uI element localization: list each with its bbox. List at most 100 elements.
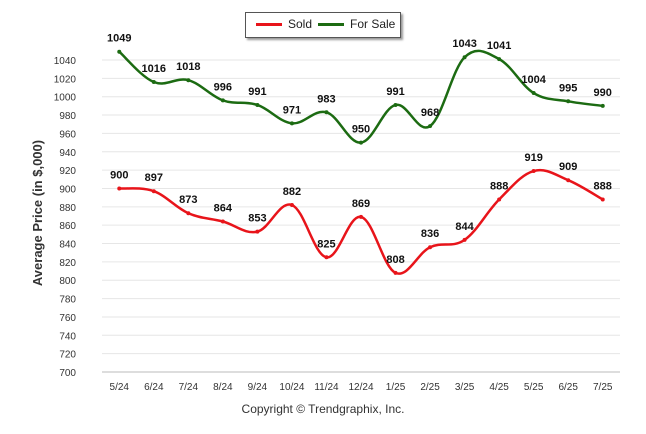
data-label-sold: 853 (248, 213, 266, 225)
data-point-sold[interactable] (255, 229, 260, 234)
y-tick-label: 920 (59, 166, 76, 177)
data-label-sold: 882 (283, 186, 301, 198)
data-label-sold: 864 (214, 203, 233, 215)
data-label-sold: 919 (524, 152, 542, 164)
data-label-for-sale: 991 (248, 86, 266, 98)
data-point-for-sale[interactable] (151, 80, 156, 85)
x-tick-label: 10/24 (279, 382, 304, 393)
data-point-sold[interactable] (393, 270, 398, 275)
data-point-sold[interactable] (566, 178, 571, 183)
y-tick-label: 860 (59, 221, 76, 232)
data-point-sold[interactable] (428, 245, 433, 250)
y-tick-label: 700 (59, 368, 76, 379)
x-tick-label: 3/25 (455, 382, 475, 393)
data-label-for-sale: 1043 (452, 38, 476, 50)
data-point-sold[interactable] (497, 197, 502, 202)
legend-swatch-for-sale (318, 22, 344, 26)
data-label-sold: 808 (386, 254, 404, 266)
y-tick-label: 960 (59, 129, 76, 140)
data-label-sold: 869 (352, 198, 370, 210)
data-label-sold: 900 (110, 169, 128, 181)
x-tick-label: 4/25 (489, 382, 509, 393)
data-point-for-sale[interactable] (600, 103, 605, 108)
data-label-sold: 836 (421, 228, 439, 240)
y-tick-label: 760 (59, 313, 76, 324)
data-label-for-sale: 1016 (142, 63, 166, 75)
legend-label-sold: Sold (288, 17, 313, 31)
data-point-for-sale[interactable] (428, 124, 433, 129)
x-tick-label: 5/24 (110, 382, 130, 393)
data-point-for-sale[interactable] (566, 99, 571, 104)
legend-item-for-sale[interactable]: For Sale (318, 17, 395, 31)
data-label-sold: 897 (145, 172, 163, 184)
data-point-for-sale[interactable] (186, 78, 191, 83)
y-tick-label: 940 (59, 148, 76, 159)
legend-label-for-sale: For Sale (350, 17, 396, 31)
data-point-sold[interactable] (220, 219, 225, 224)
data-label-for-sale: 950 (352, 124, 370, 136)
x-tick-label: 2/25 (420, 382, 440, 393)
data-label-for-sale: 990 (594, 87, 612, 99)
x-tick-label: 9/24 (248, 382, 268, 393)
data-point-sold[interactable] (186, 211, 191, 216)
data-label-for-sale: 1004 (521, 74, 546, 86)
x-tick-label: 5/25 (524, 382, 544, 393)
data-label-sold: 873 (179, 194, 197, 206)
y-tick-label: 1040 (54, 56, 77, 67)
x-tick-label: 1/25 (386, 382, 406, 393)
data-point-sold[interactable] (462, 237, 467, 242)
data-point-sold[interactable] (531, 169, 536, 174)
data-point-for-sale[interactable] (220, 98, 225, 103)
data-point-for-sale[interactable] (497, 57, 502, 62)
data-point-sold[interactable] (289, 202, 294, 207)
data-point-for-sale[interactable] (359, 140, 363, 145)
data-label-sold: 844 (455, 221, 474, 233)
y-tick-label: 740 (59, 331, 76, 342)
data-label-for-sale: 968 (421, 107, 439, 119)
y-tick-label: 800 (59, 276, 76, 287)
data-point-sold[interactable] (324, 255, 329, 260)
copyright-text: Copyright © Trendgraphix, Inc. (241, 402, 405, 416)
data-label-sold: 888 (594, 180, 612, 192)
data-label-for-sale: 1049 (107, 33, 131, 45)
y-tick-label: 780 (59, 295, 76, 306)
data-label-sold: 825 (317, 238, 335, 250)
grid-lines (102, 59, 620, 373)
y-tick-label: 840 (59, 240, 76, 251)
data-point-sold[interactable] (359, 214, 363, 219)
y-tick-label: 880 (59, 203, 76, 214)
y-axis-ticks: 700 720 740 760 780 800 820 840 860 880 900 920 940 9… (54, 56, 77, 379)
data-point-for-sale[interactable] (289, 121, 294, 126)
data-point-for-sale[interactable] (393, 102, 398, 107)
legend-swatch-sold (256, 22, 282, 26)
y-tick-label: 820 (59, 258, 76, 269)
data-point-for-sale[interactable] (324, 110, 329, 115)
series-line-sold (119, 168, 604, 275)
data-point-sold[interactable] (151, 189, 156, 194)
x-tick-label: 12/24 (348, 382, 373, 393)
data-label-sold: 888 (490, 180, 508, 192)
data-point-sold[interactable] (600, 197, 605, 202)
data-label-for-sale: 983 (317, 93, 335, 105)
data-label-for-sale: 1018 (176, 61, 200, 73)
data-label-for-sale: 995 (559, 82, 577, 94)
data-point-for-sale[interactable] (255, 102, 260, 107)
data-point-for-sale[interactable] (462, 55, 467, 60)
data-labels: 900 897 873 864 853 882 825 869 808 836 844 888 919 9… (107, 33, 612, 266)
x-tick-label: 11/24 (314, 382, 339, 393)
data-label-for-sale: 1041 (487, 40, 511, 52)
data-point-for-sale[interactable] (531, 91, 536, 96)
y-tick-label: 1020 (54, 74, 77, 85)
x-tick-label: 7/24 (179, 382, 199, 393)
x-tick-label: 8/24 (213, 382, 233, 393)
y-axis-label: Average Price (in $,000) (30, 140, 45, 286)
data-point-for-sale[interactable] (117, 49, 122, 54)
legend-item-sold[interactable]: Sold (256, 17, 312, 31)
data-label-for-sale: 971 (283, 104, 301, 116)
x-tick-label: 6/24 (144, 382, 164, 393)
data-point-sold[interactable] (117, 186, 122, 191)
x-tick-label: 7/25 (593, 382, 613, 393)
y-tick-label: 980 (59, 111, 76, 122)
series-group (117, 49, 605, 275)
y-tick-label: 1000 (54, 93, 77, 104)
